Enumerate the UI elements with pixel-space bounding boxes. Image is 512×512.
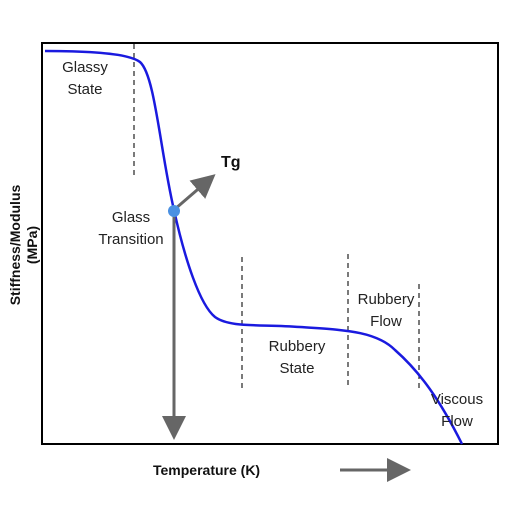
region-glass-transition: Glass Transition <box>98 209 164 248</box>
x-axis-label: Temperature (K) <box>153 462 261 478</box>
stiffness-curve <box>44 49 464 445</box>
tg-label: Tg <box>221 154 241 171</box>
plot-frame <box>41 42 499 445</box>
region-viscous-flow: Viscous Flow <box>430 391 484 430</box>
tg-pointer-arrow <box>174 174 216 211</box>
y-axis-label-line1: Stiffness/Modulus <box>7 184 23 306</box>
y-axis-label-line2: (MPa) <box>24 225 40 265</box>
region-rubbery-flow: Rubbery Flow <box>357 291 415 330</box>
y-axis-label: Stiffness/Modulus (MPa) <box>7 185 41 306</box>
region-glassy-state: Glassy State <box>62 59 108 98</box>
tg-marker <box>168 205 180 217</box>
region-rubbery-state: Rubbery State <box>268 338 326 377</box>
